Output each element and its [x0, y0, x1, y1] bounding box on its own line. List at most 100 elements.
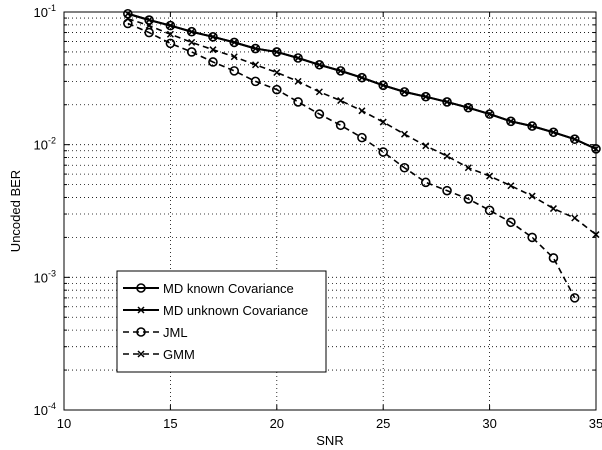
legend-marker: [136, 327, 146, 337]
marker-x-stroke: [273, 68, 281, 77]
data-point-x: [528, 192, 536, 200]
y-tick-exponent: -4: [48, 401, 56, 411]
data-point-x: [358, 107, 366, 115]
x-tick-label: 35: [589, 416, 602, 431]
series-line: [127, 22, 576, 299]
marker-x-stroke: [549, 205, 557, 213]
data-point-x: [443, 98, 451, 106]
data-point-circle: [250, 76, 261, 87]
data-point-x: [549, 128, 557, 136]
marker-x-stroke: [486, 110, 494, 118]
data-point-circle: [357, 132, 367, 143]
data-point-x: [209, 46, 217, 54]
marker-x-stroke: [400, 88, 409, 96]
legend-item: MD unknown Covariance: [123, 303, 308, 318]
marker-x-stroke: [294, 77, 302, 85]
marker-x-stroke: [294, 54, 302, 62]
legend-item: GMM: [123, 347, 195, 362]
data-point-circle: [165, 38, 176, 49]
x-tick-label: 10: [57, 416, 71, 431]
marker-x-stroke: [507, 117, 515, 125]
legend-item: MD known Covariance: [123, 281, 294, 296]
data-point-x: [145, 16, 153, 24]
data-point-circle: [357, 72, 367, 83]
legend: MD known Covariance MD unknown Covariance…: [116, 270, 327, 373]
data-point-x: [571, 135, 579, 143]
y-tick-base: 10: [34, 138, 48, 153]
data-point-x: [528, 122, 536, 130]
y-tick-exponent: -2: [48, 136, 56, 146]
marker-x-stroke: [337, 97, 345, 105]
marker-x-stroke: [251, 45, 260, 53]
data-point-x: [273, 48, 281, 56]
marker-x-stroke: [507, 182, 515, 190]
data-point-circle: [484, 109, 495, 119]
data-point-x: [486, 110, 494, 118]
legend-marker: [137, 350, 145, 358]
marker-x-stroke: [358, 74, 366, 82]
y-tick-label: 10-4: [34, 401, 56, 418]
marker-x-stroke: [188, 38, 196, 46]
data-point-circle: [186, 47, 197, 57]
legend-marker: [137, 306, 145, 314]
data-point-circle: [293, 53, 303, 63]
marker-x-stroke: [443, 98, 451, 106]
ticks: [63, 12, 597, 411]
data-point-circle: [569, 134, 580, 144]
data-point-circle: [229, 37, 240, 48]
marker-x-stroke: [337, 67, 345, 75]
data-point-circle: [378, 80, 389, 91]
data-point-x: [464, 164, 472, 172]
x-tick-label: 15: [163, 416, 177, 431]
data-point-circle: [293, 97, 303, 107]
data-point-circle: [165, 20, 176, 31]
data-point-circle: [144, 27, 154, 38]
data-point-x: [549, 205, 557, 213]
series-4: [124, 15, 600, 239]
data-point-circle: [548, 253, 559, 263]
y-axis-label: Uncoded BER: [8, 170, 23, 252]
y-tick-label: 10-3: [34, 268, 56, 285]
data-point-x: [379, 81, 387, 89]
data-point-x: [188, 38, 196, 46]
legend-box: [116, 270, 327, 373]
marker-x-stroke: [166, 30, 174, 38]
y-tick-exponent: -3: [48, 268, 56, 278]
data-point-circle: [399, 162, 410, 173]
marker-x-stroke: [358, 107, 366, 115]
data-point-x: [166, 30, 174, 38]
legend-marker: [136, 283, 146, 293]
data-point-x: [251, 61, 260, 69]
data-point-circle: [506, 217, 516, 228]
data-point-x: [422, 142, 430, 150]
marker-x-stroke: [379, 118, 387, 126]
data-point-x: [315, 61, 323, 69]
data-point-circle: [314, 59, 325, 70]
data-point-x: [230, 38, 238, 46]
data-point-circle: [569, 293, 580, 303]
y-tick-label: 10-2: [34, 136, 56, 153]
marker-x-stroke: [209, 46, 217, 54]
data-point-circle: [527, 232, 537, 243]
legend-item: JML: [123, 325, 188, 340]
data-point-x: [571, 214, 579, 222]
legend-label: MD unknown Covariance: [163, 303, 308, 318]
data-point-x: [166, 22, 174, 30]
marker-x-stroke: [528, 122, 536, 130]
data-point-circle: [463, 194, 474, 204]
data-point-x: [464, 104, 472, 112]
marker-x-stroke: [315, 61, 323, 69]
series-2: [124, 10, 600, 153]
marker-x-stroke: [528, 192, 536, 200]
x-axis-label: SNR: [316, 433, 343, 448]
data-point-x: [337, 67, 345, 75]
y-tick-base: 10: [34, 5, 48, 20]
data-point-circle: [378, 147, 389, 157]
data-point-circle: [314, 109, 325, 119]
marker-x-stroke: [166, 22, 174, 30]
marker-x-stroke: [549, 128, 557, 136]
data-point-x: [145, 22, 153, 30]
data-point-x: [400, 88, 409, 96]
